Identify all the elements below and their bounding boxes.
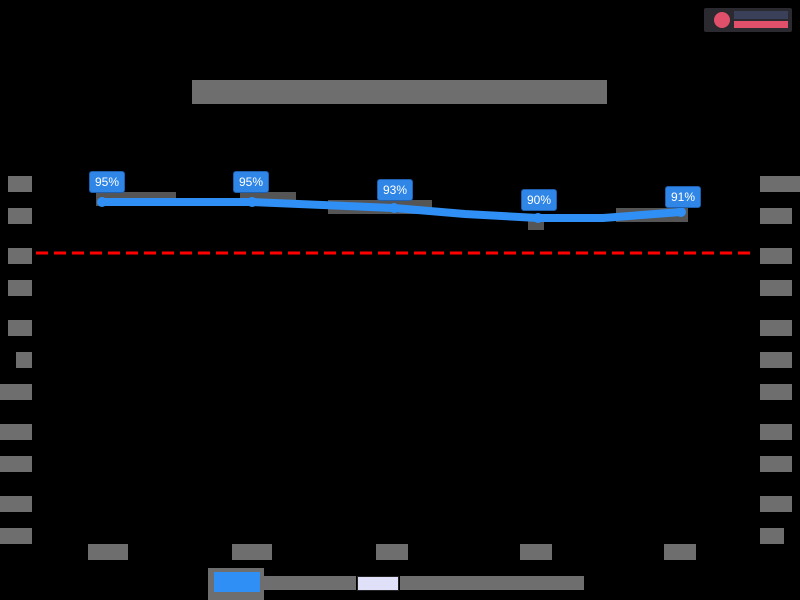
legend-swatch-target [357, 576, 399, 591]
data-point [676, 207, 686, 217]
data-label: 95% [233, 171, 270, 193]
data-point [97, 197, 107, 207]
chart-title [192, 80, 607, 104]
data-label: 93% [377, 179, 414, 201]
data-point [247, 197, 257, 207]
logo-mark-icon [714, 12, 730, 28]
legend-swatch-series [214, 572, 260, 592]
legend-label-target [400, 576, 584, 590]
data-point [533, 213, 543, 223]
data-label: 90% [521, 189, 558, 211]
data-point [389, 203, 399, 213]
data-label: 95% [89, 171, 126, 193]
data-label: 91% [665, 186, 702, 208]
logo-icon [704, 8, 792, 32]
legend-label-series [264, 576, 356, 590]
